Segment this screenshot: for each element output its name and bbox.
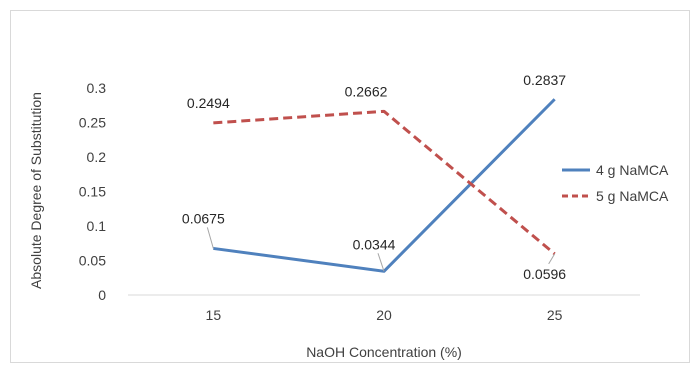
data-labels: 0.0675 0.0344 0.2837 0.2494 0.2662 0.0596 [182,72,566,282]
y-tick-label: 0.1 [87,218,107,234]
legend: 4 g NaMCA 5 g NaMCA [562,162,669,204]
data-label: 0.2662 [345,83,388,99]
x-axis-ticks: 15 20 25 [206,307,563,323]
data-label: 0.0344 [353,236,396,252]
x-tick-label: 15 [206,307,222,323]
y-tick-label: 0.05 [79,253,106,269]
leader-lines [206,227,556,272]
legend-label: 5 g NaMCA [596,188,669,204]
leader-line [377,253,385,272]
x-axis-title: NaOH Concentration (%) [306,344,462,360]
x-tick-label: 25 [547,307,563,323]
data-label: 0.0596 [523,266,566,282]
leader-line [548,253,556,265]
y-axis-title: Absolute Degree of Substitution [28,92,44,289]
y-tick-label: 0.15 [79,184,106,200]
y-tick-label: 0.3 [87,80,107,96]
x-tick-label: 20 [376,307,392,323]
y-axis-ticks: 0 0.05 0.1 0.15 0.2 0.25 0.3 [79,80,106,303]
y-tick-label: 0.2 [87,149,107,165]
leader-line [206,227,214,249]
y-tick-label: 0.25 [79,115,106,131]
legend-label: 4 g NaMCA [596,162,669,178]
chart-frame [10,10,690,363]
y-tick-label: 0 [98,287,106,303]
data-label: 0.2494 [187,95,230,111]
series-line-2 [213,109,556,256]
data-label: 0.2837 [523,72,566,88]
data-label: 0.0675 [182,210,225,226]
